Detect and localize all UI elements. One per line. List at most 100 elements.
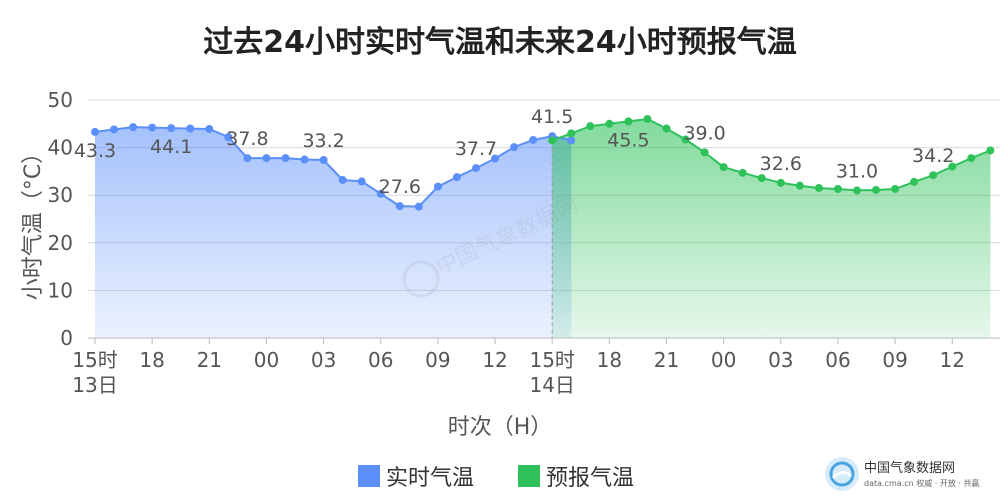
data-point (395, 202, 404, 211)
y-tick-label: 50 (48, 88, 73, 112)
legend-swatch-forecast (518, 465, 540, 487)
data-point (605, 119, 614, 128)
data-label: 32.6 (760, 153, 802, 175)
x-tick-label: 18 (139, 348, 164, 372)
data-point (357, 177, 366, 186)
y-tick-label: 0 (60, 326, 73, 350)
data-label: 44.1 (150, 136, 192, 158)
data-point (414, 202, 423, 211)
data-point (624, 117, 633, 126)
brand-logo: 中国气象数据网 data.cma.cn 权威 · 开放 · 共赢 (825, 457, 979, 491)
x-tick-label: 12 (482, 348, 507, 372)
data-point (205, 125, 214, 134)
brand-name: 中国气象数据网 (864, 460, 955, 476)
data-point (224, 133, 233, 142)
data-point (891, 185, 900, 194)
y-axis-ticks: 0 10 20 30 40 50 (48, 88, 73, 350)
data-point (910, 177, 919, 186)
y-tick-label: 10 (48, 278, 73, 302)
data-point (300, 155, 309, 164)
x-tick-label: 15时 (72, 348, 117, 372)
data-label: 33.2 (302, 130, 344, 152)
legend-label-observed: 实时气温 (386, 466, 474, 491)
data-point (472, 164, 480, 173)
data-point (681, 135, 690, 144)
series-area (552, 119, 991, 338)
data-point (967, 154, 976, 163)
data-point (872, 185, 881, 194)
data-point (129, 123, 138, 132)
chart-title: 过去24小时实时气温和未来24小时预报气温 (203, 25, 797, 60)
x-tick-label: 00 (254, 348, 279, 372)
data-point (814, 184, 823, 193)
data-point (262, 154, 271, 163)
data-point (757, 174, 766, 183)
y-tick-label: 20 (48, 231, 73, 255)
x-tick-label: 18 (597, 348, 622, 372)
data-point (853, 186, 861, 195)
x-tick-label: 03 (768, 348, 793, 372)
legend-label-forecast: 预报气温 (546, 466, 634, 491)
data-label: 37.7 (455, 138, 497, 160)
data-point (319, 155, 328, 164)
series-points (91, 115, 995, 211)
data-point (643, 115, 652, 124)
data-point (567, 129, 576, 138)
data-point (795, 181, 804, 190)
y-tick-label: 30 (48, 183, 73, 207)
data-point (491, 154, 500, 163)
data-label: 45.5 (607, 129, 649, 151)
legend-swatch-observed (358, 465, 380, 487)
data-point (338, 175, 347, 184)
legend: 实时气温 预报气温 (358, 465, 634, 491)
x-tick-label: 15时 (529, 348, 574, 372)
y-axis-label: 小时气温（°C） (21, 142, 46, 300)
data-point (700, 148, 709, 157)
x-tick-label: 21 (654, 348, 679, 372)
data-point (548, 136, 557, 145)
data-point (510, 143, 519, 152)
x-tick-label: 09 (425, 348, 450, 372)
data-point (167, 124, 176, 133)
x-tick-label: 12 (940, 348, 965, 372)
watermark-logo-icon (402, 260, 440, 298)
brand-subtitle: data.cma.cn 权威 · 开放 · 共赢 (864, 478, 979, 488)
x-tick-label: 06 (368, 348, 393, 372)
x-tick-label: 21 (197, 348, 222, 372)
data-point (929, 171, 938, 180)
data-point (719, 163, 728, 172)
data-label: 31.0 (836, 160, 878, 182)
data-point (110, 125, 119, 134)
data-point (148, 123, 157, 132)
data-point (948, 162, 957, 171)
data-point (833, 185, 842, 194)
data-label: 39.0 (683, 122, 725, 144)
data-point (376, 189, 385, 198)
data-label: 37.8 (226, 128, 268, 150)
data-point (281, 154, 290, 163)
x-tick-label: 00 (711, 348, 736, 372)
x-tick-date-label: 14日 (529, 373, 574, 397)
x-axis-label: 时次（H） (448, 415, 553, 440)
data-point (738, 168, 747, 177)
data-point (986, 146, 995, 155)
y-tick-label: 40 (48, 136, 73, 160)
data-point (243, 154, 252, 163)
data-point (567, 136, 576, 145)
data-point (662, 124, 671, 133)
x-tick-label: 03 (311, 348, 336, 372)
data-label: 41.5 (531, 106, 573, 128)
data-labels: 43.3 44.1 37.8 33.2 27.6 37.7 41.5 45.5 39.0 32.6… (74, 106, 955, 198)
x-tick-label: 09 (882, 348, 907, 372)
data-label: 27.6 (379, 176, 421, 198)
x-tick-label: 06 (825, 348, 850, 372)
data-point (433, 182, 442, 191)
data-point (91, 127, 99, 136)
data-point (776, 178, 785, 187)
data-point (529, 135, 538, 144)
data-label: 43.3 (74, 140, 116, 162)
data-point (452, 173, 461, 182)
data-point (586, 122, 595, 131)
